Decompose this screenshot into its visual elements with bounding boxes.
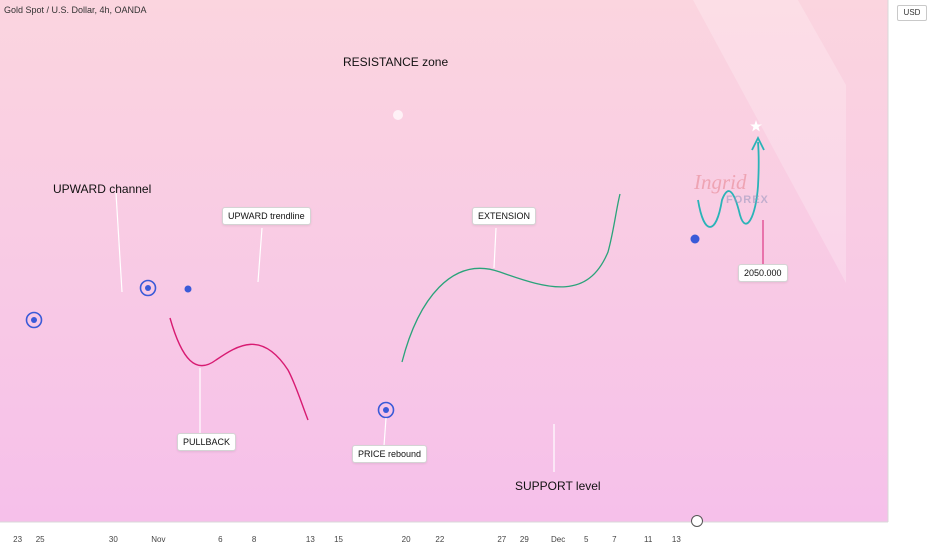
touch-marker-ring xyxy=(139,279,157,297)
x-tick-label: 30 xyxy=(109,535,118,544)
watermark-name: Ingrid xyxy=(694,170,747,194)
support-level-label: SUPPORT level xyxy=(515,479,601,493)
upward-trendline-callout: UPWARD trendline xyxy=(222,207,311,225)
x-tick-label: 20 xyxy=(402,535,411,544)
extension-callout: EXTENSION xyxy=(472,207,537,225)
x-tick-label: 25 xyxy=(36,535,45,544)
trendline-anchor-dot xyxy=(184,285,192,293)
price-rebound-callout: PRICE rebound xyxy=(352,445,428,463)
touch-marker-ring xyxy=(377,401,395,419)
target-2050-callout: 2050.000 xyxy=(738,264,788,282)
current-bar-dot xyxy=(690,234,700,244)
projection-arrowhead xyxy=(751,135,765,151)
touch-marker-dot xyxy=(145,285,151,291)
trendline-pointer xyxy=(257,227,263,283)
x-tick-label: Nov xyxy=(151,535,165,544)
info-marker-icon xyxy=(393,110,403,120)
projection-path xyxy=(697,141,760,228)
time-axis-background xyxy=(0,522,888,550)
x-tick-label: 5 xyxy=(584,535,589,544)
x-tick-label: 8 xyxy=(252,535,257,544)
x-tick-label: 11 xyxy=(644,535,653,544)
upward-channel-label: UPWARD channel xyxy=(53,182,152,196)
extension-path xyxy=(401,193,621,363)
price-axis-background xyxy=(888,0,932,550)
x-tick-label: 6 xyxy=(218,535,223,544)
pullback-path xyxy=(169,317,309,421)
currency-button[interactable]: USD xyxy=(897,5,927,21)
chart-title: Gold Spot / U.S. Dollar, 4h, OANDA xyxy=(4,5,147,15)
channel-pointer xyxy=(115,192,123,293)
x-tick-label: 13 xyxy=(306,535,315,544)
target-star-icon xyxy=(750,120,762,132)
touch-marker-dot xyxy=(31,317,37,323)
touch-marker-ring xyxy=(25,311,43,329)
x-tick-label: 7 xyxy=(612,535,617,544)
touch-marker-dot xyxy=(383,407,389,413)
watermark-tag: FOREX xyxy=(726,194,769,206)
flash-marker-icon xyxy=(691,515,703,527)
x-tick-label: 29 xyxy=(520,535,529,544)
x-tick-label: 15 xyxy=(334,535,343,544)
x-tick-label: 27 xyxy=(497,535,506,544)
resistance-zone-label: RESISTANCE zone xyxy=(343,55,449,69)
x-tick-label: Dec xyxy=(551,535,565,544)
x-tick-label: 13 xyxy=(672,535,681,544)
pullback-callout: PULLBACK xyxy=(177,433,237,451)
plot-background xyxy=(0,0,888,522)
x-tick-label: 23 xyxy=(13,535,22,544)
x-tick-label: 22 xyxy=(435,535,444,544)
extension-pointer xyxy=(493,227,497,269)
rebound-pointer xyxy=(383,417,387,447)
channel-fill xyxy=(693,0,846,283)
